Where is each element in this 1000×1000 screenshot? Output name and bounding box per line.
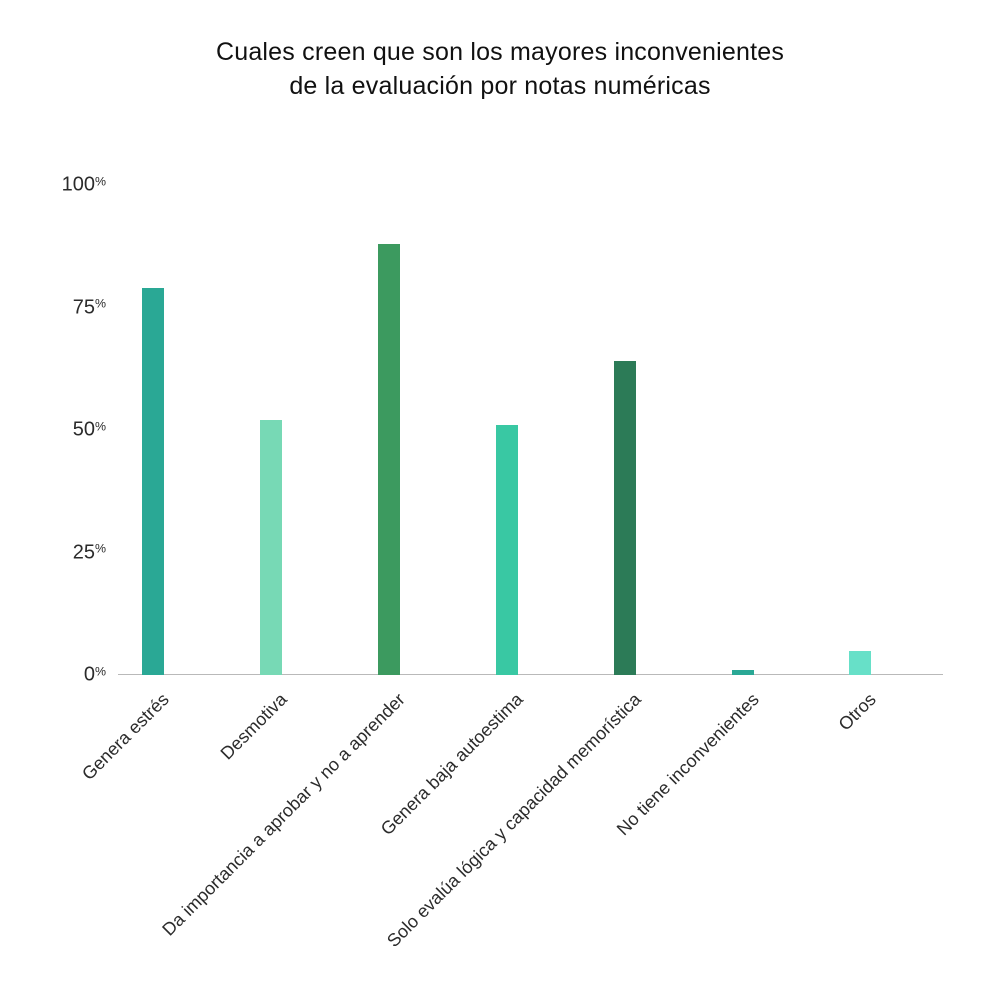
bar: [142, 288, 164, 675]
bar-slot: No tiene inconvenientes: [684, 185, 802, 675]
bar: [614, 361, 636, 675]
bars-layer: Genera estrésDesmotivaDa importancia a a…: [118, 185, 943, 675]
bar-slot: Otros: [802, 185, 920, 675]
plot-area: Genera estrésDesmotivaDa importancia a a…: [118, 185, 943, 675]
y-tick: 0%: [84, 664, 118, 687]
bar: [260, 420, 282, 675]
chart-title-line-2: de la evaluación por notas numéricas: [0, 70, 1000, 104]
y-tick: 100%: [62, 174, 118, 197]
y-tick: 50%: [73, 419, 118, 442]
bar: [732, 670, 754, 675]
x-label: Otros: [866, 658, 912, 704]
bar-slot: Da importancia a aprobar y no a aprender: [330, 185, 448, 675]
bar: [378, 244, 400, 675]
bar-slot: Solo evalúa lógica y capacidad memorísti…: [566, 185, 684, 675]
bar-slot: Desmotiva: [212, 185, 330, 675]
y-tick: 75%: [73, 296, 118, 319]
chart-title: Cuales creen que son los mayores inconve…: [0, 36, 1000, 104]
y-tick: 25%: [73, 541, 118, 564]
bar: [849, 651, 871, 676]
bar: [496, 425, 518, 675]
chart-title-line-1: Cuales creen que son los mayores inconve…: [0, 36, 1000, 70]
bar-slot: Genera baja autoestima: [448, 185, 566, 675]
